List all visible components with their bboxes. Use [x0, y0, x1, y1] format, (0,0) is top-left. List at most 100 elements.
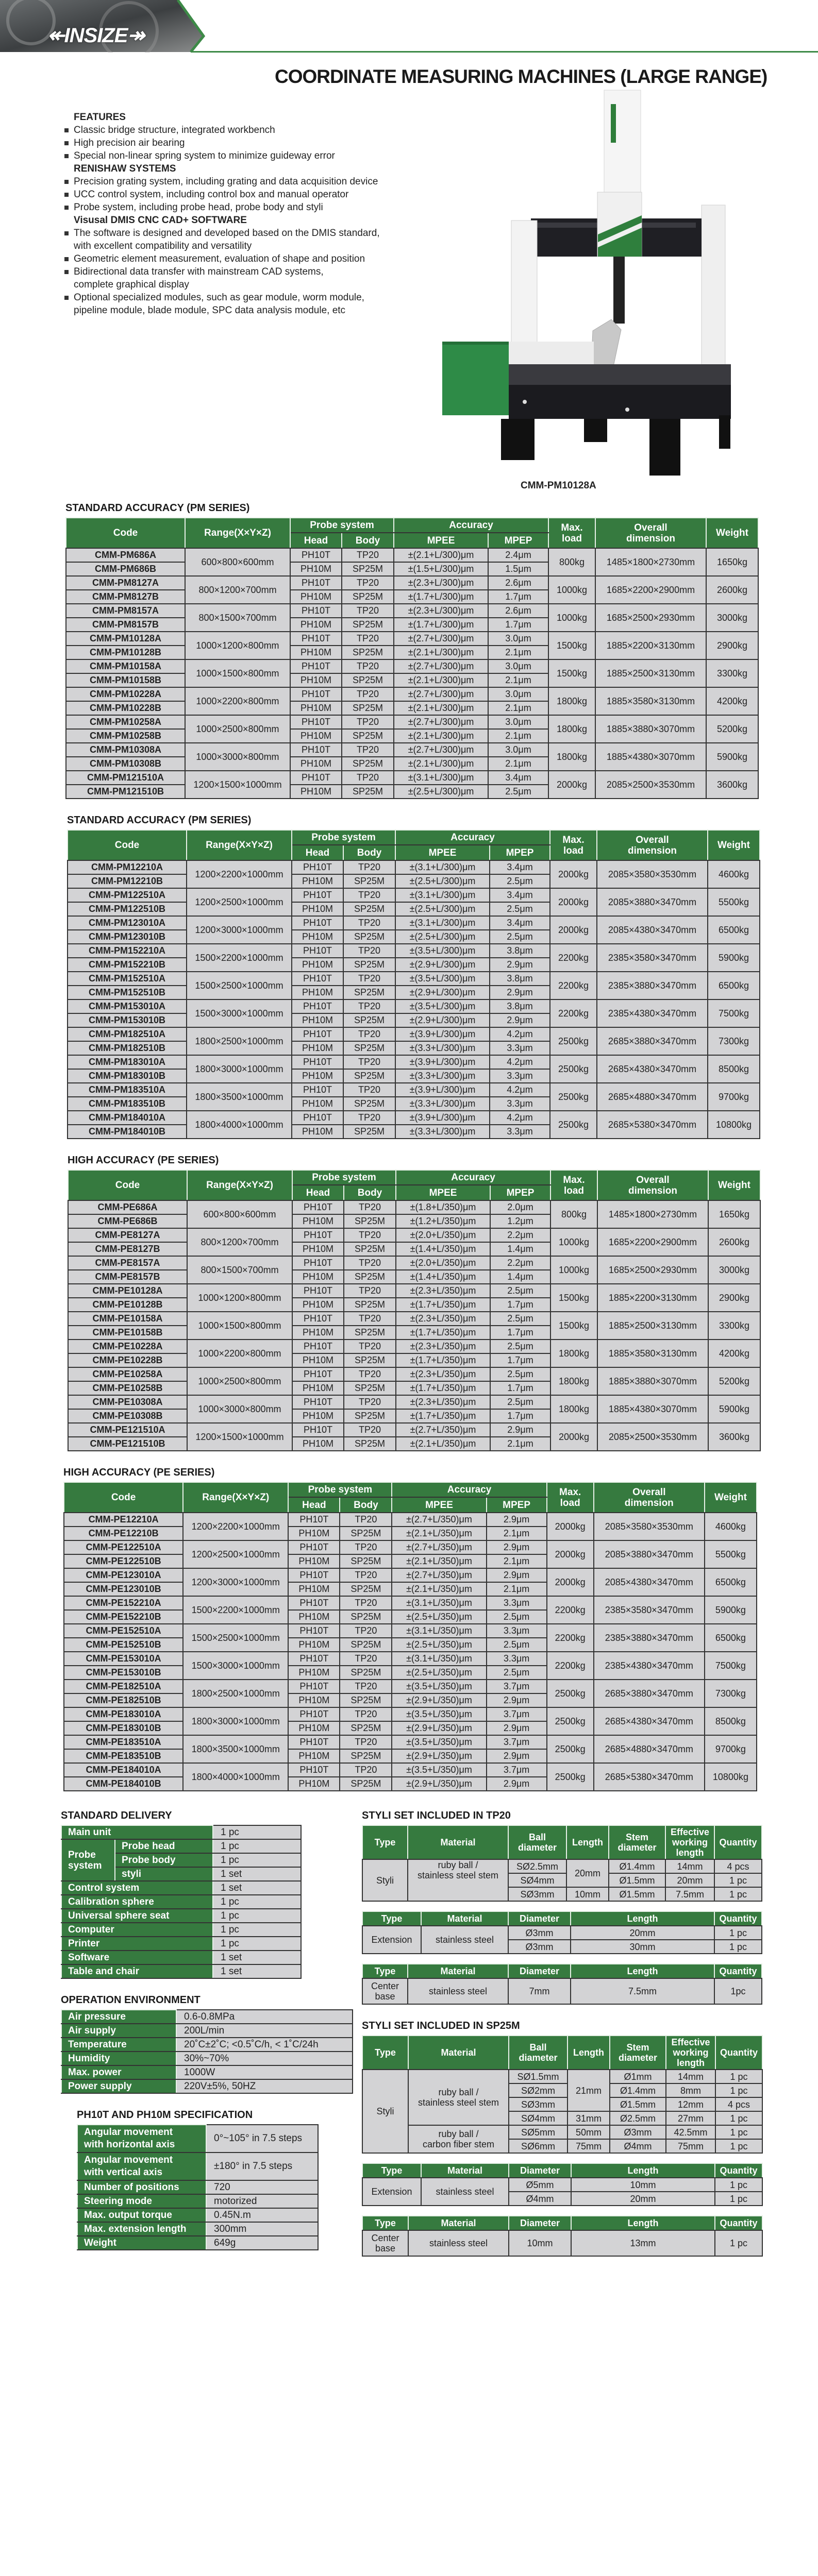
spec-label: Air pressure [61, 2009, 177, 2024]
cell-head: PH10T [288, 1623, 341, 1638]
col-probe-system: Probe system [290, 517, 394, 533]
cell-diameter: 10mm [508, 2230, 572, 2257]
spec-value: 200L/min [176, 2023, 353, 2038]
cell-head: PH10M [291, 1013, 344, 1028]
cell-range: 600×800×600mm [187, 1200, 293, 1229]
table-row: CMM-PM152510B PH10M SP25M ±(2.9+L/300)μm 2.9… [67, 985, 760, 1000]
cell-range: 1800×3000×1000mm [182, 1707, 289, 1736]
cell-body: SP25M [339, 1693, 393, 1708]
cell-mpee: ±(3.5+L/300)μm [395, 943, 490, 958]
cell-mpee: ±(2.5+L/300)μm [393, 784, 489, 799]
spec-row: Angular movement with horizontal axis 0°~… [77, 2124, 319, 2153]
cell-weight: 3000kg [708, 1256, 761, 1284]
cell-body: TP20 [341, 687, 394, 702]
cell-body: SP25M [343, 1013, 396, 1028]
cell-code: CMM-PM152210B [67, 957, 187, 972]
cell-mpep: 1.7μm [490, 1297, 551, 1312]
col-type: Type [362, 1963, 408, 1979]
col-type: Type [362, 2215, 409, 2231]
col-range: Range(X×Y×Z) [186, 829, 292, 861]
cell-body: SP25M [343, 1069, 396, 1083]
spec-value: 30%~70% [176, 2051, 353, 2066]
cell-body: SP25M [343, 1325, 396, 1340]
cell-mpep: 2.1μm [488, 645, 549, 660]
cell-code: CMM-PM121510A [65, 770, 186, 785]
cell-max-load: 2000kg [549, 888, 597, 917]
cell-mpep: 3.0μm [488, 715, 549, 730]
cell-mpep: 4.2μm [489, 1027, 550, 1042]
feature-item: Geometric element measurement, evaluatio… [62, 252, 380, 265]
cell-body: TP20 [339, 1735, 393, 1750]
table-row: CMM-PE182510A 1800×2500×1000mm PH10T TP20 ±(… [63, 1679, 758, 1708]
cell-range: 1800×2500×1000mm [186, 1027, 292, 1056]
cell-mpee: ±(2.5+L/350)μm [391, 1665, 487, 1680]
cell-overall-dimension: 1485×1800×2730mm [595, 548, 707, 577]
cell-mpee: ±(2.7+L/300)μm [393, 659, 489, 674]
cell-range: 1000×2500×800mm [185, 715, 291, 743]
cell-body: SP25M [339, 1554, 393, 1569]
table-row: CMM-PM686B PH10M SP25M ±(1.5+L/300)μm 1.5μm [65, 562, 758, 577]
cell-weight: 5500kg [704, 1540, 758, 1569]
col-mpee: MPEE [395, 1184, 491, 1201]
cell-overall-dimension: 2685×4380×3470mm [596, 1055, 708, 1083]
spec-value: 0.6-0.8MPa [176, 2009, 353, 2024]
table-row: CMM-PE152210A 1500×2200×1000mm PH10T TP20 ±(… [63, 1596, 758, 1624]
cell-range: 1000×3000×800mm [185, 742, 291, 771]
cell-mpee: ±(1.7+L/350)μm [395, 1409, 491, 1423]
col-material: Material [421, 2163, 509, 2178]
cell-range: 1200×2200×1000mm [186, 860, 292, 889]
cell-mpep: 1.7μm [490, 1325, 551, 1340]
cell-qty: 1 pc [714, 1939, 762, 1954]
cell-mpep: 2.1μm [488, 728, 549, 743]
cell-type: Styli [362, 2069, 409, 2154]
page-title: COORDINATE MEASURING MACHINES (LARGE RAN… [275, 66, 767, 87]
cell-code: CMM-PE10308B [68, 1409, 188, 1423]
table-row: CMM-PE10128B PH10M SP25M ±(1.7+L/350)μm 1.7μ… [68, 1297, 760, 1312]
cell-body: TP20 [343, 860, 396, 875]
col-range: Range(X×Y×Z) [182, 1482, 289, 1513]
col-type: Type [362, 2163, 422, 2178]
cell-overall-dimension: 1885×2200×3130mm [597, 1283, 709, 1312]
cell-length: 20mm [570, 1925, 715, 1940]
col-code: Code [67, 829, 187, 861]
cell-length: 21mm [567, 2069, 610, 2112]
table-title: HIGH ACCURACY (PE SERIES) [68, 1155, 219, 1166]
cell-head: PH10M [291, 902, 344, 917]
cell-code: CMM-PM686A [65, 548, 186, 563]
cell-mpee: ±(2.7+L/350)μm [395, 1422, 491, 1437]
table-row: CMM-PE152510A 1500×2500×1000mm PH10T TP20 ±(… [63, 1623, 758, 1652]
cell-range: 600×800×600mm [185, 548, 291, 577]
cell-weight: 10800kg [704, 1762, 758, 1791]
col-range: Range(X×Y×Z) [187, 1170, 293, 1201]
cell-body: TP20 [339, 1762, 393, 1777]
delivery-value: 1 pc [212, 1908, 302, 1923]
cell-body: SP25M [343, 1041, 396, 1056]
cell-mpee: ±(2.3+L/350)μm [395, 1311, 491, 1326]
cell-mpee: ±(2.9+L/350)μm [391, 1693, 487, 1708]
cell-body: SP25M [341, 728, 394, 743]
cell-mpep: 3.8μm [489, 999, 550, 1014]
cell-mpep: 2.5μm [490, 1395, 551, 1410]
cell-body: TP20 [343, 1311, 396, 1326]
cell-max-load: 2000kg [546, 1512, 594, 1541]
cell-body: TP20 [343, 971, 396, 986]
spec-label: Max. output torque [77, 2208, 207, 2223]
col-diameter: Diameter [508, 1911, 571, 1926]
table-row: CMM-PE8127B PH10M SP25M ±(1.4+L/350)μm 1.4μm [68, 1242, 760, 1257]
tp20-section: STYLI SET INCLUDED IN TP20 Type Material… [362, 1810, 769, 2005]
cell-range: 1000×1200×800mm [185, 631, 291, 660]
cell-weight: 3300kg [706, 659, 759, 688]
cell-ball: SØ4mm [508, 1873, 567, 1888]
cell-head: PH10T [290, 603, 342, 618]
cell-body: SP25M [339, 1582, 393, 1597]
cell-max-load: 2200kg [549, 943, 597, 972]
cell-code: CMM-PE152510A [63, 1623, 184, 1638]
cell-head: PH10T [288, 1679, 341, 1694]
spec-section-pm-standard-1: STANDARD ACCURACY (PM SERIES) Code Range(… [65, 502, 818, 799]
cell-material: stainless steel [407, 1978, 509, 2005]
cell-max-load: 1000kg [550, 1228, 598, 1257]
spec-table-pm-standard-2: Code Range(X×Y×Z) Probe system Accuracy Max.… [67, 829, 760, 1139]
cell-mpee: ±(3.3+L/300)μm [395, 1096, 490, 1111]
cell-mpep: 2.5μm [489, 902, 550, 917]
cell-mpep: 2.5μm [489, 874, 550, 889]
